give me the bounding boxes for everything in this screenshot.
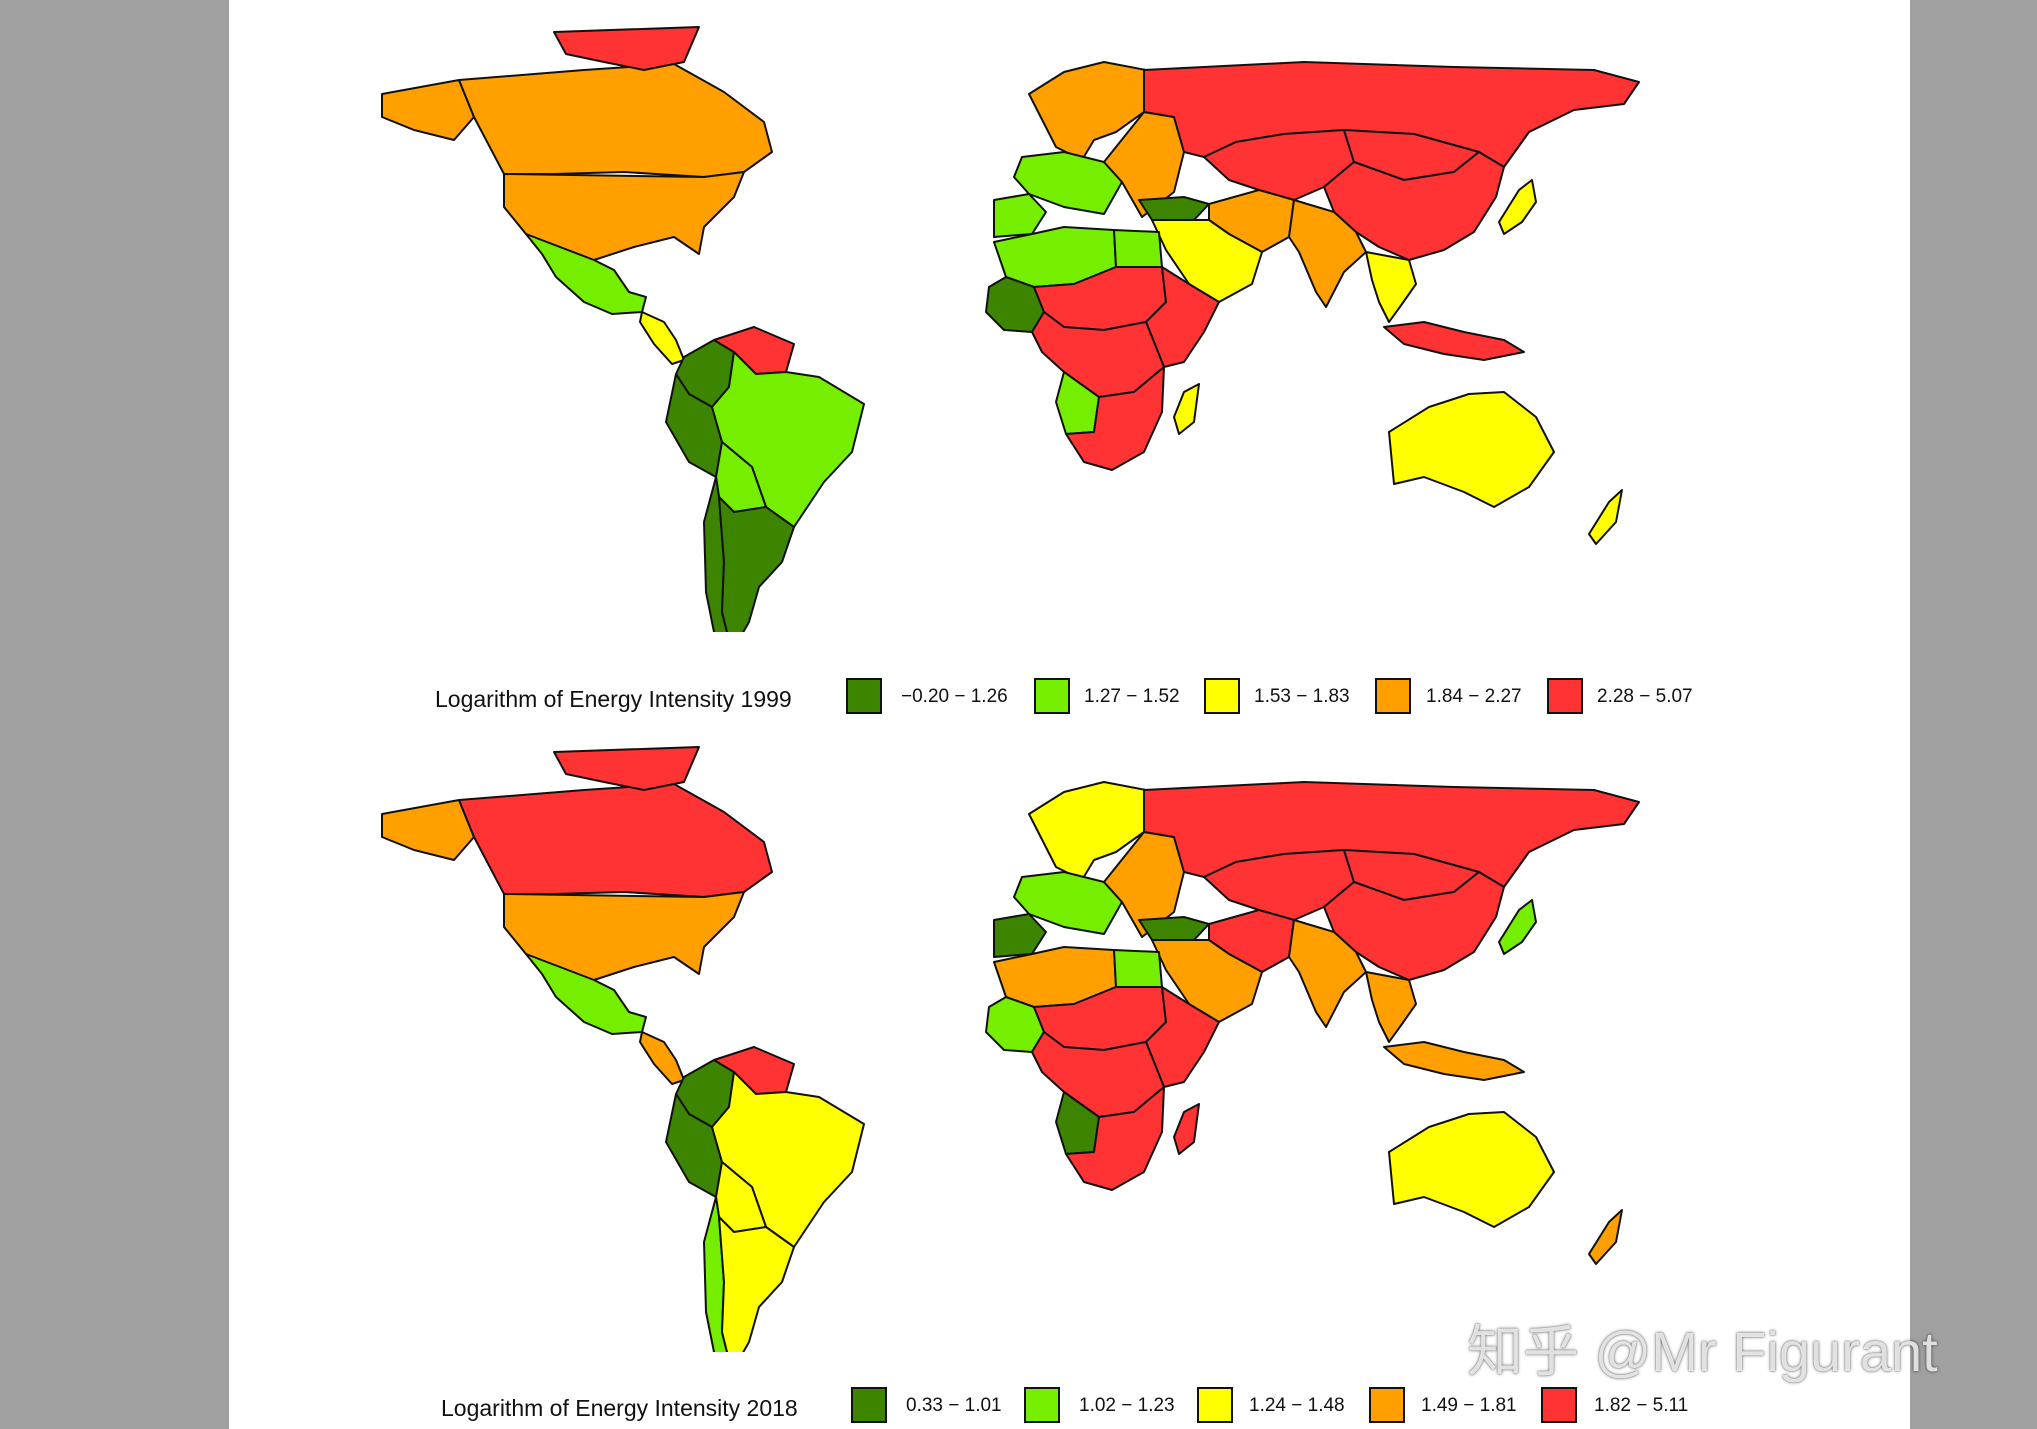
region-turkey — [1138, 196, 1210, 221]
region-brazil — [711, 1071, 865, 1248]
legend-label: 1.53 − 1.83 — [1254, 686, 1350, 707]
region-indonesia — [1383, 321, 1525, 361]
region-iberia — [993, 913, 1047, 958]
legend-title: Logarithm of Energy Intensity 2018 — [441, 1395, 798, 1421]
legend-swatch — [1547, 678, 1583, 714]
region-southeast-asia — [1365, 971, 1417, 1043]
region-western-europe — [1013, 871, 1123, 935]
legend-label: 1.24 − 1.48 — [1249, 1395, 1345, 1416]
region-middle-east — [1151, 939, 1263, 1023]
region-alaska — [381, 799, 475, 861]
legend-2018: Logarithm of Energy Intensity 2018 0.33 … — [229, 1383, 1910, 1429]
legend-swatch — [1369, 1387, 1405, 1423]
region-madagascar — [1173, 1103, 1200, 1155]
region-iberia — [993, 193, 1047, 238]
region-alaska — [381, 79, 475, 141]
region-madagascar — [1173, 383, 1200, 435]
region-canada — [458, 63, 773, 178]
region-east-africa — [1145, 986, 1220, 1088]
legend-label: 2.28 − 5.07 — [1597, 686, 1693, 707]
world-map-1999 — [304, 22, 1839, 632]
region-turkey — [1138, 916, 1210, 941]
region-india — [1288, 919, 1367, 1028]
region-greenland — [553, 746, 700, 791]
region-middle-east — [1151, 219, 1263, 303]
region-central-america — [639, 1031, 685, 1085]
region-india — [1288, 199, 1367, 308]
region-greenland — [553, 26, 700, 71]
region-egypt — [1113, 229, 1163, 268]
map-2018-svg — [381, 746, 1640, 1352]
region-canada — [458, 783, 773, 898]
legend-label: 0.33 − 1.01 — [906, 1395, 1002, 1416]
region-egypt — [1113, 949, 1163, 988]
legend-swatch — [1204, 678, 1240, 714]
region-brazil — [711, 351, 865, 528]
region-western-europe — [1013, 151, 1123, 215]
legend-swatch — [1024, 1387, 1060, 1423]
region-japan — [1498, 179, 1537, 235]
legend-label: 1.02 − 1.23 — [1079, 1395, 1175, 1416]
legend-swatch — [1541, 1387, 1577, 1423]
world-map-2018 — [304, 742, 1839, 1352]
map-1999-svg — [381, 26, 1640, 632]
region-china — [1323, 151, 1505, 261]
region-southern-africa — [1065, 366, 1165, 471]
region-china — [1323, 871, 1505, 981]
legend-label: 1.49 − 1.81 — [1421, 1395, 1517, 1416]
legend-label: 1.27 − 1.52 — [1084, 686, 1180, 707]
region-central-america — [639, 311, 685, 365]
legend-swatch — [851, 1387, 887, 1423]
legend-swatch — [1375, 678, 1411, 714]
legend-label: 1.82 − 5.11 — [1594, 1395, 1689, 1416]
legend-swatch — [846, 678, 882, 714]
legend-swatch — [1034, 678, 1070, 714]
legend-1999: Logarithm of Energy Intensity 1999 −0.20… — [229, 674, 1910, 720]
region-east-africa — [1145, 266, 1220, 368]
legend-swatch — [1197, 1387, 1233, 1423]
legend-label: 1.84 − 2.27 — [1426, 686, 1522, 707]
region-japan — [1498, 899, 1537, 955]
region-new-zealand — [1588, 1209, 1623, 1265]
region-indonesia — [1383, 1041, 1525, 1081]
region-australia — [1388, 391, 1555, 508]
legend-label: −0.20 − 1.26 — [901, 686, 1008, 707]
figure-sheet: Logarithm of Energy Intensity 1999 −0.20… — [229, 0, 1910, 1429]
watermark: 知乎 @Mr Figurant — [1467, 1320, 1938, 1383]
region-new-zealand — [1588, 489, 1623, 545]
region-australia — [1388, 1111, 1555, 1228]
region-southern-africa — [1065, 1086, 1165, 1191]
legend-title: Logarithm of Energy Intensity 1999 — [435, 686, 792, 712]
region-argentina — [718, 496, 795, 632]
region-argentina — [718, 1216, 795, 1352]
region-southeast-asia — [1365, 251, 1417, 323]
